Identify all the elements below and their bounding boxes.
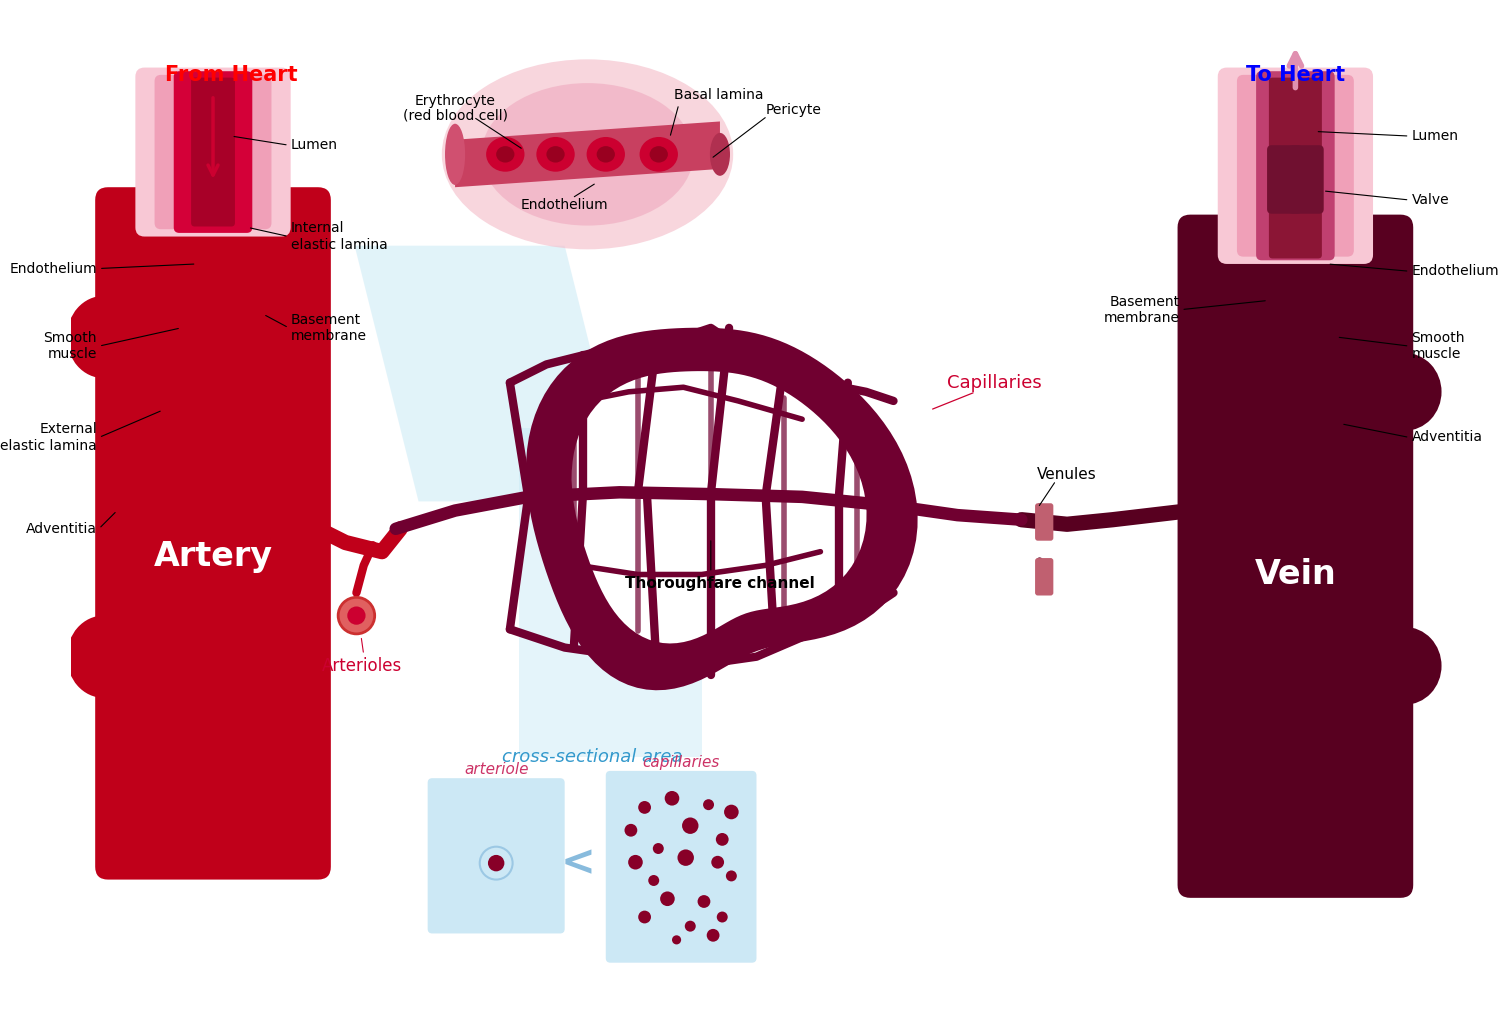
Text: arteriole: arteriole: [464, 762, 528, 778]
Ellipse shape: [586, 137, 626, 171]
FancyBboxPatch shape: [606, 771, 756, 963]
Text: Venules: Venules: [1036, 467, 1096, 481]
Text: Internal
elastic lamina: Internal elastic lamina: [291, 221, 387, 252]
Text: Capillaries: Capillaries: [946, 374, 1041, 392]
Ellipse shape: [710, 133, 730, 176]
Text: capillaries: capillaries: [642, 755, 720, 771]
Circle shape: [726, 871, 736, 881]
Polygon shape: [454, 122, 720, 187]
Text: Thoroughfare channel: Thoroughfare channel: [626, 576, 815, 591]
Ellipse shape: [1368, 627, 1442, 705]
Text: From Heart: From Heart: [165, 65, 297, 85]
Text: Pericyte: Pericyte: [765, 103, 822, 118]
FancyBboxPatch shape: [174, 71, 252, 232]
Ellipse shape: [68, 616, 140, 698]
Circle shape: [704, 800, 714, 810]
Circle shape: [724, 805, 738, 819]
Text: Endothelium: Endothelium: [520, 197, 609, 212]
Polygon shape: [519, 429, 702, 757]
Text: External
elastic lamina: External elastic lamina: [0, 422, 98, 452]
Ellipse shape: [486, 137, 525, 171]
Ellipse shape: [597, 146, 615, 162]
Circle shape: [488, 855, 504, 872]
Text: Basement
membrane: Basement membrane: [1104, 294, 1179, 324]
Ellipse shape: [446, 124, 465, 185]
Circle shape: [348, 606, 366, 625]
Circle shape: [686, 920, 696, 932]
Ellipse shape: [537, 137, 574, 171]
FancyBboxPatch shape: [1268, 146, 1302, 214]
Circle shape: [678, 849, 694, 866]
Text: <: <: [561, 842, 596, 884]
Circle shape: [698, 896, 711, 908]
Ellipse shape: [639, 137, 678, 171]
Text: Basement
membrane: Basement membrane: [291, 313, 366, 343]
Ellipse shape: [68, 295, 140, 378]
Circle shape: [682, 817, 699, 834]
Circle shape: [638, 911, 651, 924]
FancyBboxPatch shape: [427, 778, 564, 934]
Circle shape: [648, 875, 658, 886]
Circle shape: [672, 935, 681, 944]
Circle shape: [338, 597, 375, 634]
Text: Valve: Valve: [1412, 193, 1449, 207]
Circle shape: [652, 843, 664, 854]
Circle shape: [717, 911, 728, 922]
Text: (red blood cell): (red blood cell): [402, 108, 507, 122]
Text: Lumen: Lumen: [291, 138, 338, 152]
Text: Artery: Artery: [153, 539, 273, 572]
Circle shape: [716, 833, 729, 846]
FancyBboxPatch shape: [190, 77, 236, 226]
Ellipse shape: [482, 83, 693, 225]
Text: Adventitia: Adventitia: [26, 522, 98, 536]
Text: Smooth
muscle: Smooth muscle: [1412, 331, 1466, 362]
FancyBboxPatch shape: [1035, 503, 1053, 540]
Text: Adventitia: Adventitia: [1412, 431, 1482, 444]
FancyBboxPatch shape: [1035, 558, 1053, 595]
Ellipse shape: [442, 59, 734, 249]
Text: Arterioles: Arterioles: [322, 657, 402, 675]
Polygon shape: [526, 327, 918, 690]
FancyBboxPatch shape: [1218, 67, 1372, 264]
FancyBboxPatch shape: [94, 187, 332, 879]
Text: Basal lamina: Basal lamina: [675, 88, 764, 102]
Circle shape: [706, 929, 720, 942]
Text: Vein: Vein: [1254, 558, 1336, 591]
FancyBboxPatch shape: [1238, 74, 1354, 256]
Ellipse shape: [1368, 353, 1442, 431]
Text: To Heart: To Heart: [1246, 65, 1346, 85]
FancyBboxPatch shape: [1269, 77, 1322, 258]
Polygon shape: [354, 246, 628, 501]
FancyBboxPatch shape: [135, 67, 291, 237]
Circle shape: [628, 855, 644, 870]
Text: Endothelium: Endothelium: [9, 261, 98, 276]
Polygon shape: [572, 371, 867, 644]
Circle shape: [638, 801, 651, 814]
Ellipse shape: [496, 146, 514, 162]
Text: Smooth
muscle: Smooth muscle: [44, 331, 98, 362]
Circle shape: [624, 824, 638, 837]
Text: Lumen: Lumen: [1412, 129, 1458, 143]
Circle shape: [660, 891, 675, 906]
Circle shape: [711, 855, 724, 869]
FancyBboxPatch shape: [1288, 146, 1323, 214]
Text: cross-sectional area: cross-sectional area: [503, 748, 682, 766]
FancyBboxPatch shape: [1256, 71, 1335, 260]
Ellipse shape: [650, 146, 668, 162]
Ellipse shape: [546, 146, 564, 162]
Text: Endothelium: Endothelium: [1412, 264, 1498, 278]
Text: Erythrocyte: Erythrocyte: [414, 94, 495, 108]
FancyBboxPatch shape: [1178, 215, 1413, 898]
Circle shape: [664, 791, 680, 806]
FancyBboxPatch shape: [154, 74, 272, 229]
